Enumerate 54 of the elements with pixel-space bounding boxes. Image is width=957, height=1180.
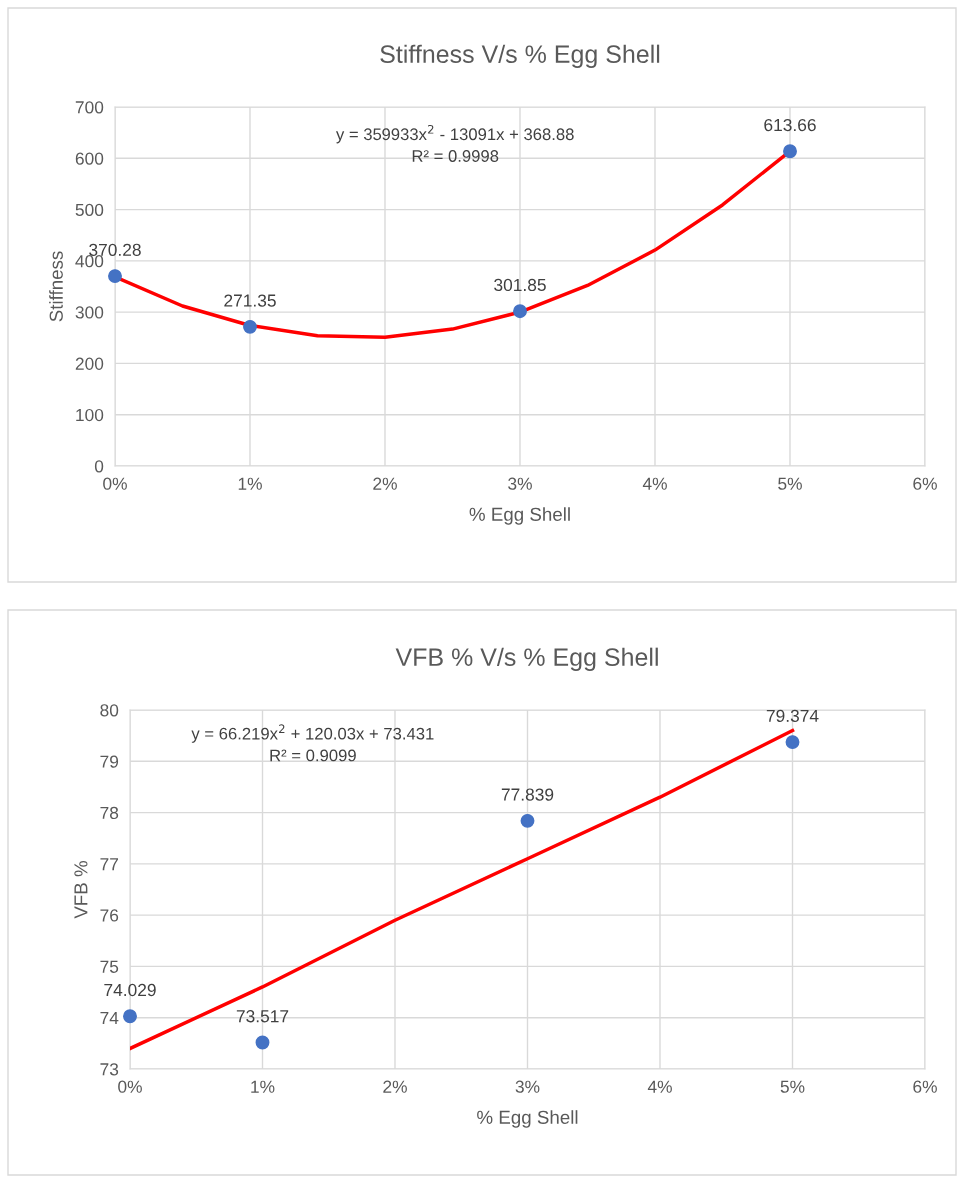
annotation: y = 66.219x$^{2}$ + 120.03x + 73.431 R² = 0.9099 <box>191 724 434 762</box>
x-axis-title: % Egg Shell <box>469 507 570 525</box>
x-tick-label: 5% <box>780 1080 805 1093</box>
data-label: 271.35 <box>224 294 276 307</box>
y-tick-label: 80 <box>100 704 119 717</box>
y-tick-label: 100 <box>76 408 104 422</box>
y-tick-label: 0 <box>94 460 104 473</box>
chart-title: VFB % V/s % Egg Shell <box>395 647 658 671</box>
point <box>783 144 797 159</box>
x-tick-label: 0% <box>118 1080 142 1093</box>
point <box>123 1009 137 1024</box>
x-tick-label: 2% <box>383 1080 407 1093</box>
x-tick-label: 1% <box>238 477 262 490</box>
point <box>520 813 535 828</box>
x-tick-label: 4% <box>647 1080 672 1093</box>
data-label: 613.66 <box>764 118 816 132</box>
x-tick-label: 4% <box>642 477 667 490</box>
y-tick-label: 300 <box>75 306 104 319</box>
y-tick-label: 700 <box>75 101 104 114</box>
point <box>513 304 527 319</box>
data-label: 74.029 <box>104 983 156 997</box>
data-label: 77.839 <box>501 788 554 801</box>
y-tick-label: 74 <box>100 1012 119 1025</box>
point <box>108 269 122 284</box>
chart-title: Stiffness V/s % Egg Shell <box>380 44 660 68</box>
y-tick-label: 73 <box>100 1063 119 1076</box>
y-axis-title: VFB % <box>74 860 88 919</box>
y-tick-label: 77 <box>100 858 119 871</box>
data-label: 73.517 <box>236 1010 289 1023</box>
x-tick-label: 3% <box>515 1080 540 1093</box>
y-axis-title: Stiffness <box>49 251 63 322</box>
x-tick-label: 6% <box>913 477 937 490</box>
x-tick-label: 3% <box>508 477 532 490</box>
point <box>785 735 800 750</box>
y-tick-label: 75 <box>100 960 119 973</box>
y-tick-label: 78 <box>100 806 119 820</box>
data-label: 79.374 <box>766 709 819 723</box>
point <box>243 319 257 334</box>
x-tick-label: 6% <box>913 1080 937 1093</box>
y-tick-label: 600 <box>75 152 104 165</box>
x-axis-title: % Egg Shell <box>477 1110 578 1128</box>
data-label: 370.28 <box>89 243 141 256</box>
x-tick-label: 5% <box>778 477 802 490</box>
x-tick-label: 0% <box>103 477 127 490</box>
x-tick-label: 2% <box>373 477 397 490</box>
annotation: y = 359933x$^{2}$ - 13091x + 368.88 R² = 0.9998 <box>335 124 574 162</box>
x-tick-label: 1% <box>251 1080 275 1093</box>
y-tick-label: 79 <box>100 755 119 768</box>
y-tick-label: 76 <box>100 909 119 922</box>
y-tick-label: 200 <box>75 357 104 370</box>
y-tick-label: 400 <box>75 255 104 268</box>
point <box>255 1035 270 1050</box>
y-tick-label: 500 <box>75 203 104 217</box>
data-label: 301.85 <box>494 278 546 292</box>
